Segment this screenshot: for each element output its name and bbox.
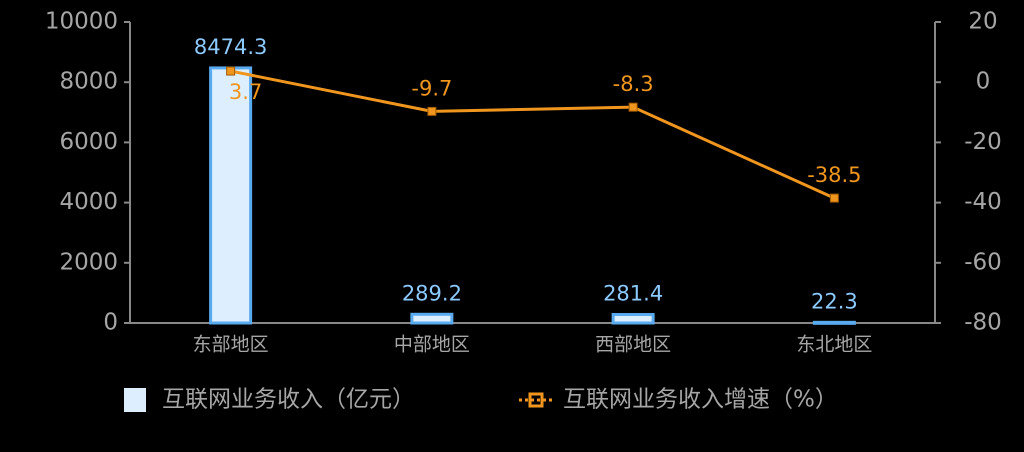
legend-label: 互联网业务收入增速（%） — [563, 387, 838, 413]
line-marker — [829, 193, 839, 203]
bar-value-label: 22.3 — [811, 289, 858, 313]
line — [230, 69, 835, 200]
line-value-label: -9.7 — [411, 76, 452, 100]
bar-value-label: 289.2 — [402, 281, 462, 305]
x-tick-label: 中部地区 — [394, 334, 470, 356]
bar — [812, 320, 856, 325]
y-tick-label: 6000 — [59, 129, 118, 155]
bar-value-label: 8474.3 — [194, 35, 267, 59]
legend-marker — [528, 392, 544, 408]
y-tick-label: 4000 — [59, 189, 118, 215]
y2-tick-label: -40 — [964, 189, 1002, 215]
line-value-label: -8.3 — [613, 72, 654, 96]
y2-tick-label: 0 — [976, 69, 991, 95]
x-tick-label: 东部地区 — [193, 334, 269, 356]
legend-label: 互联网业务收入（亿元） — [162, 387, 415, 413]
y2-tick-label: 20 — [968, 9, 997, 35]
line-marker — [628, 102, 638, 112]
y-tick-label: 10000 — [45, 9, 118, 35]
y2-tick-label: -60 — [964, 249, 1002, 275]
y-tick-label: 2000 — [59, 249, 118, 275]
line-marker — [226, 66, 236, 76]
bar — [611, 313, 655, 325]
line-marker — [427, 106, 437, 116]
y-tick-label: 0 — [103, 310, 118, 336]
line-value-label: -38.5 — [807, 163, 861, 187]
line-value-label: 3.7 — [229, 80, 262, 104]
bar-value-label: 281.4 — [603, 282, 663, 306]
y2-tick-label: -80 — [964, 310, 1002, 336]
bar — [209, 66, 253, 325]
x-tick-label: 东北地区 — [796, 334, 872, 356]
y-tick-label: 8000 — [59, 69, 118, 95]
bar — [410, 312, 454, 325]
y2-tick-label: -20 — [964, 129, 1002, 155]
legend-swatch — [124, 388, 146, 412]
x-tick-label: 西部地区 — [595, 334, 671, 356]
